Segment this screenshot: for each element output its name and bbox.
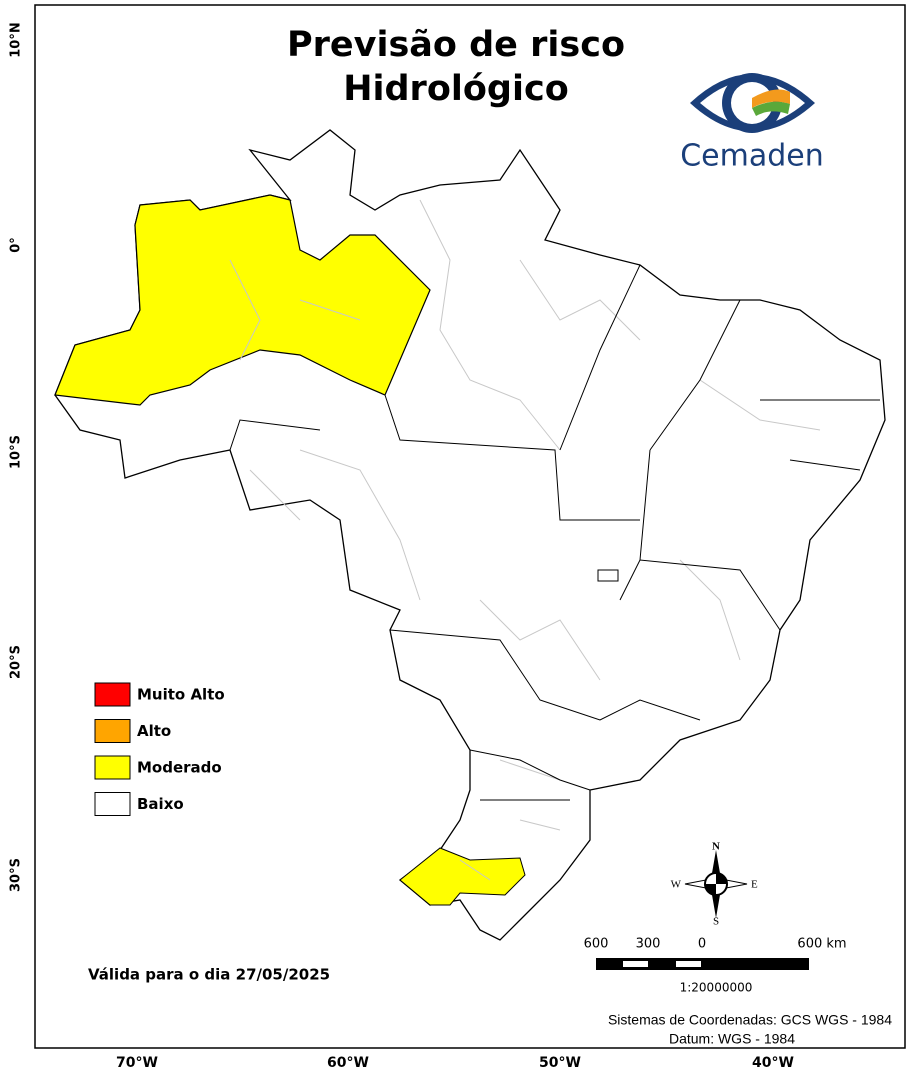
logo-text: Cemaden	[680, 139, 824, 174]
compass-label: W	[671, 879, 682, 891]
compass-label: S	[713, 916, 719, 928]
latitude-label: 10°S	[9, 435, 24, 469]
latitude-label: 20°S	[9, 645, 24, 679]
latitude-label: 30°S	[9, 858, 24, 892]
longitude-label: 60°W	[327, 1055, 369, 1071]
legend-label: Alto	[137, 722, 171, 740]
latitude-label: 0°	[9, 237, 24, 253]
graticule-labels: 10°N 0° 10°S 20°S 30°S 70°W 60°W 50°W 40°W	[9, 22, 794, 1071]
validity-date: Válida para o dia 27/05/2025	[88, 966, 330, 984]
scale-label: 600 km	[797, 937, 846, 952]
compass-label: N	[712, 841, 720, 853]
compass-label: E	[751, 879, 758, 891]
legend-swatch	[94, 755, 131, 780]
legend-swatch	[94, 682, 131, 707]
longitude-label: 40°W	[752, 1055, 794, 1071]
scale-label: 300	[636, 937, 661, 952]
compass: N E S W	[671, 841, 758, 928]
scale-label: 600	[584, 937, 609, 952]
credits: Datum: WGS - 1984	[669, 1031, 795, 1047]
longitude-label: 50°W	[539, 1055, 581, 1071]
legend-swatch	[94, 792, 131, 816]
scale-bar: 600 300 0 600 km 1:20000000	[584, 937, 847, 995]
title-line: Hidrológico	[343, 69, 569, 109]
scale-ratio: 1:20000000	[680, 981, 753, 995]
scale-label: 0	[698, 937, 706, 952]
legend-label: Moderado	[137, 759, 222, 777]
legend-label: Muito Alto	[137, 686, 225, 704]
credits: Sistemas de Coordenadas: GCS WGS - 1984	[608, 1012, 892, 1028]
legend: Muito Alto Alto Moderado Baixo	[94, 682, 225, 816]
legend-swatch	[94, 719, 131, 743]
logo: Cemaden	[680, 73, 824, 174]
brazil-map	[54, 129, 886, 941]
title-line: Previsão de risco	[287, 25, 625, 65]
latitude-label: 10°N	[9, 22, 24, 57]
longitude-label: 70°W	[116, 1055, 158, 1071]
legend-label: Baixo	[137, 795, 184, 813]
